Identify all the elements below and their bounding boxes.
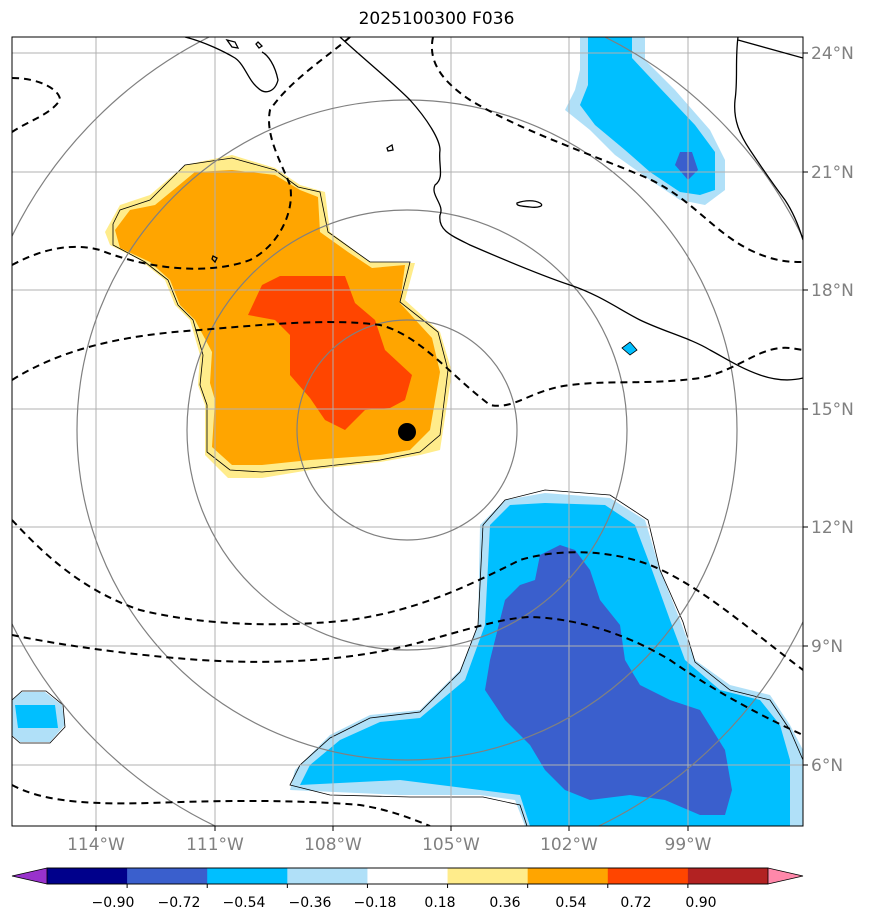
colorbar-tick-label: −0.36 <box>289 895 332 911</box>
colorbar-tick-label: 0.54 <box>555 895 586 911</box>
colorbar-tick-label: 0.72 <box>620 895 651 911</box>
lat-label-15n: 15°N <box>811 400 854 420</box>
lat-label-6n: 6°N <box>811 756 843 776</box>
lon-label-99w: 99°W <box>665 835 712 855</box>
colorbar-tick-label: −0.72 <box>158 895 201 911</box>
lon-label-114w: 114°W <box>67 835 125 855</box>
negative-anomaly-west <box>12 341 638 744</box>
map-title: 2025100300 F036 <box>358 9 515 29</box>
lon-ticks <box>95 826 689 831</box>
graticule <box>12 37 803 826</box>
map-content <box>12 37 803 826</box>
colorbar-swatch <box>287 868 368 884</box>
lat-ticks <box>803 52 808 766</box>
map-frame <box>11 36 804 827</box>
positive-anomaly-region <box>105 155 452 478</box>
lon-label-111w: 111°W <box>186 835 244 855</box>
lon-label-105w: 105°W <box>422 835 480 855</box>
colorbar-swatch <box>607 868 689 884</box>
lat-label-21n: 21°N <box>811 163 854 183</box>
colorbar-swatch <box>207 868 288 884</box>
storm-center-marker <box>398 423 416 441</box>
coastline <box>184 37 803 381</box>
negative-anomaly-south <box>289 489 803 826</box>
colorbar-extend-low <box>12 868 47 884</box>
lat-label-18n: 18°N <box>811 281 854 301</box>
colorbar-tick-label: 0.18 <box>424 895 455 911</box>
colorbar-tick-label: 0.36 <box>489 895 520 911</box>
colorbar-swatch <box>447 868 529 884</box>
colorbar-swatch <box>47 868 128 884</box>
colorbar-swatch <box>687 868 769 884</box>
colorbar-swatch <box>367 868 449 884</box>
colorbar-extend-high <box>768 868 803 884</box>
colorbar: −0.90 −0.72 −0.54 −0.36 −0.18 0.18 0.36 … <box>11 867 804 911</box>
colorbar-tick-label: −0.54 <box>223 895 266 911</box>
negative-anomaly-north <box>565 37 725 205</box>
colorbar-swatch <box>527 868 609 884</box>
lat-label-9n: 9°N <box>811 637 843 657</box>
range-rings <box>12 37 803 826</box>
lat-label-12n: 12°N <box>811 518 854 538</box>
colorbar-swatch <box>127 868 208 884</box>
lat-label-24n: 24°N <box>811 44 854 64</box>
colorbar-tick-label: −0.18 <box>354 895 397 911</box>
lon-label-108w: 108°W <box>304 835 362 855</box>
lon-label-102w: 102°W <box>540 835 598 855</box>
dashed-contours <box>12 37 803 826</box>
colorbar-tick-label: −0.90 <box>92 895 135 911</box>
colorbar-tick-label: 0.90 <box>685 895 716 911</box>
